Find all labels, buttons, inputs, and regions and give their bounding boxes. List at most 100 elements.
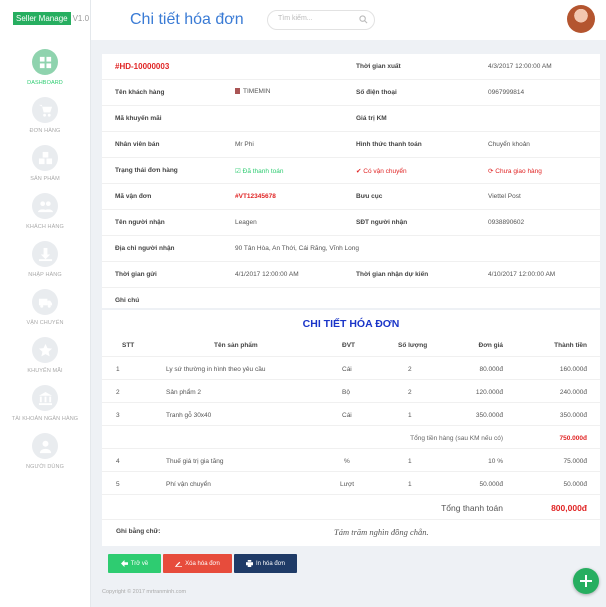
cell-stt: 2 [116,389,120,396]
sidebar-item-dashboard[interactable]: DASHBOARD [0,49,90,86]
rphone-value: 0938890602 [488,219,525,226]
grand-total-row: Tổng thanh toán 800,000đ [102,495,600,520]
print-icon [246,560,254,567]
col-price: Đơn giá [478,342,503,349]
customer-icon [235,88,240,95]
table-row: 2 Sản phẩm 2 Bộ 2 120.000đ 240.000đ [102,380,600,403]
cell-price: 120.000đ [475,389,503,396]
sidebar-item-users[interactable]: NGƯỜI DÙNG [0,433,90,470]
cell-price: 80.000đ [479,366,504,373]
search-icon[interactable] [359,15,368,24]
sidebar-item-bank-accounts[interactable]: TÀI KHOẢN NGÂN HÀNG [0,385,90,422]
plus-icon [580,575,592,587]
eta-value: 4/10/2017 12:00:00 AM [488,271,556,278]
app-logo[interactable]: Seller Manage V1.0 [13,12,90,25]
info-row: Địa chỉ người nhận 90 Tân Hòa, An Thới, … [102,236,600,262]
check-icon: ✔ [356,168,364,175]
sidebar-item-label: KHÁCH HÀNG [26,224,64,230]
info-row: Trạng thái đơn hàng ☑ Đã thanh toán ✔ Có… [102,158,600,184]
cell-unit: % [344,458,350,465]
words-value: Tám trăm nghìn đồng chẵn. [334,527,429,537]
col-qty: Số lượng [398,342,428,349]
table-row: 3 Tranh gỗ 30x40 Cái 1 350.000đ 350.000đ [102,403,600,426]
col-unit: ĐVT [342,342,355,349]
eta-label: Thời gian nhận dự kiến [356,271,429,278]
created-label: Thời gian xuất [356,63,401,70]
invoice-info-card: #HD-10000003 Thời gian xuất 4/3/2017 12:… [102,54,600,308]
receiver-label: Tên người nhận [115,219,165,226]
sidebar-item-products[interactable]: SẢN PHẨM [0,145,90,182]
info-row: Mã vận đơn #VT12345678 Bưu cục Viettel P… [102,184,600,210]
delete-label: Xóa hóa đơn [185,560,220,567]
cell-total: 350.000đ [559,412,587,419]
cell-name: Ly sứ thường in hình theo yêu cầu [166,366,266,373]
status-badge-paid: ☑ Đã thanh toán [235,168,284,175]
phone-value: 0967999814 [488,89,525,96]
km-label: Giá trị KM [356,115,387,122]
search-input[interactable]: Tìm kiếm... [267,10,375,30]
promo-label: Mã khuyến mãi [115,115,162,122]
app-version: V1.0 [72,14,90,23]
ship-code-label: Mã vận đơn [115,193,152,200]
cell-total: 50.000đ [563,481,588,488]
sidebar-item-label: ĐƠN HÀNG [29,128,61,134]
top-header: Chi tiết hóa đơn Tìm kiếm... [91,0,606,40]
cell-qty: 1 [408,481,412,488]
info-row: Mã khuyến mãi Giá trị KM [102,106,600,132]
carrier-value: Viettel Post [488,193,521,200]
sidebar-item-label: NGƯỜI DÙNG [26,464,64,470]
avatar[interactable] [567,5,595,33]
info-row: #HD-10000003 Thời gian xuất 4/3/2017 12:… [102,54,600,80]
user-icon [32,433,58,459]
cell-price: 10 % [488,458,503,465]
page-title: Chi tiết hóa đơn [130,11,244,28]
col-stt: STT [122,342,135,349]
main-content: Chi tiết hóa đơn Tìm kiếm... #HD-1000000… [91,0,606,607]
address-label: Địa chỉ người nhận [115,245,175,252]
table-header: STT Tên sản phẩm ĐVT Số lượng Đơn giá Th… [102,334,600,357]
star-icon [32,337,58,363]
note-label: Ghi chú [115,297,140,304]
info-row: Tên khách hàng TIMEMIN Số điện thoại 096… [102,80,600,106]
cell-name: Tranh gỗ 30x40 [166,412,212,419]
detail-title: CHI TIẾT HÓA ĐƠN [302,318,400,330]
print-invoice-button[interactable]: In hóa đơn [234,554,297,573]
cell-total: 75.000đ [563,458,588,465]
sidebar: Seller Manage V1.0 DASHBOARD ĐƠN HÀNG SẢN… [0,0,91,607]
table-row: 1 Ly sứ thường in hình theo yêu cầu Cái … [102,357,600,380]
info-row: Thời gian gửi 4/1/2017 12:00:00 AM Thời … [102,262,600,288]
arrow-left-icon [120,560,128,567]
delete-invoice-button[interactable]: Xóa hóa đơn [163,554,232,573]
customer-label: Tên khách hàng [115,89,165,96]
customer-value: TIMEMIN [235,88,270,95]
add-button[interactable] [573,568,599,594]
status-shipping-text: Có vận chuyển [363,168,407,175]
sidebar-item-import[interactable]: NHẬP HÀNG [0,241,90,278]
words-label: Ghi bằng chữ: [116,528,161,535]
cell-qty: 1 [408,412,412,419]
sidebar-item-customers[interactable]: KHÁCH HÀNG [0,193,90,230]
invoice-code: #HD-10000003 [115,62,170,71]
subtotal-label: Tổng tiền hàng (sau KM nếu có) [410,435,503,442]
created-value: 4/3/2017 12:00:00 AM [488,63,552,70]
info-row: Tên người nhận Leagen SĐT người nhận 093… [102,210,600,236]
sidebar-item-shipping[interactable]: VẬN CHUYỂN [0,289,90,326]
sidebar-item-label: SẢN PHẨM [30,176,60,182]
words-row: Ghi bằng chữ: Tám trăm nghìn đồng chẵn. [102,520,600,544]
back-button[interactable]: Trở về [108,554,161,573]
status-paid-text: Đã thanh toán [242,168,284,175]
cell-total: 160.000đ [559,366,587,373]
sidebar-item-orders[interactable]: ĐƠN HÀNG [0,97,90,134]
staff-label: Nhân viên bán [115,141,160,148]
cell-unit: Cái [342,412,352,419]
sidebar-item-label: DASHBOARD [27,80,63,86]
receiver-value: Leagen [235,219,257,226]
cell-name: Phí vận chuyển [166,481,211,488]
subtotal-row: Tổng tiền hàng (sau KM nếu có) 750.000đ [102,426,600,449]
sidebar-item-promotions[interactable]: KHUYẾN MÃI [0,337,90,374]
app-name: Seller Manage [13,12,71,25]
cubes-icon [32,145,58,171]
pay-label: Hình thức thanh toán [356,141,422,148]
sidebar-item-label: KHUYẾN MÃI [27,368,63,374]
cell-qty: 2 [408,389,412,396]
